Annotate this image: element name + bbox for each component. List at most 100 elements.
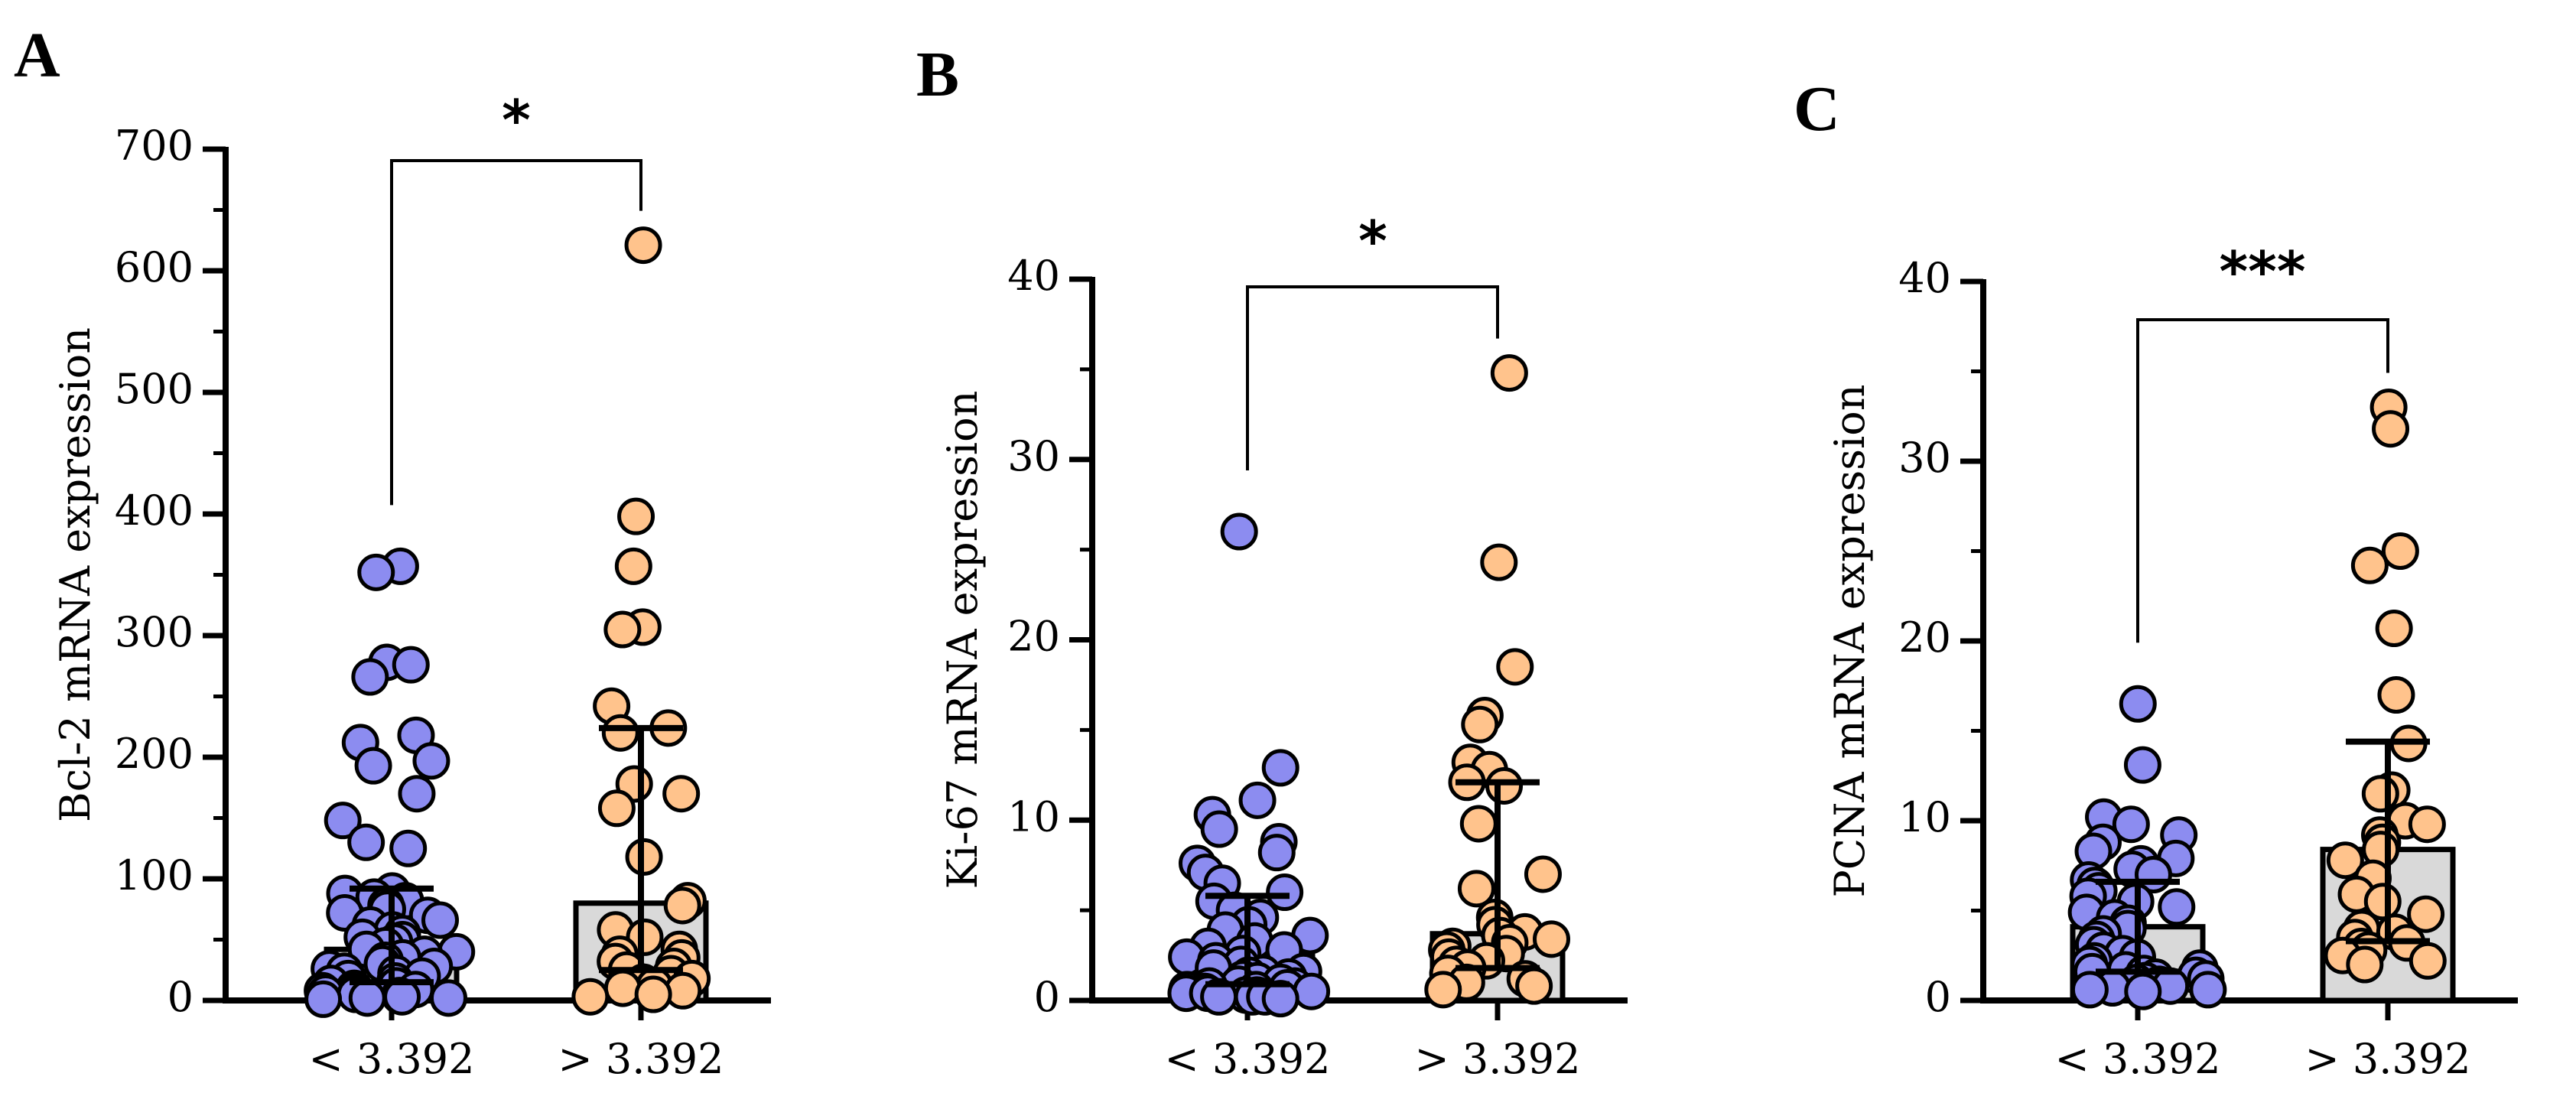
data-point — [429, 979, 467, 1017]
data-point — [614, 547, 652, 585]
data-point — [1515, 967, 1553, 1005]
y-tick-label: 0 — [168, 973, 194, 1021]
data-point — [2375, 610, 2413, 648]
y-tick-label: 20 — [1898, 613, 1951, 662]
chart-panel-a: A Bcl-2 mRNA expression 0 100 200 300 400 500 60… — [14, 20, 771, 1083]
y-tick-label: 100 — [115, 851, 194, 899]
data-point — [2381, 532, 2419, 570]
significance-label: *** — [2220, 239, 2306, 304]
y-tick-label: 30 — [1007, 432, 1060, 480]
data-point — [1220, 512, 1258, 551]
data-point — [1257, 834, 1296, 872]
data-point — [662, 775, 701, 813]
x-category-label: > 3.392 — [558, 1035, 724, 1083]
y-tick-label: 30 — [1898, 434, 1951, 482]
y-tick-label: 10 — [1007, 792, 1060, 841]
panel-letter: C — [1794, 73, 1840, 145]
data-point — [597, 789, 636, 828]
significance-bracket — [390, 159, 642, 506]
y-tick-label: 10 — [1898, 793, 1951, 841]
data-point — [2377, 676, 2415, 714]
y-axis-title: Ki-67 mRNA expression — [938, 391, 987, 890]
data-point — [2408, 805, 2446, 844]
data-point — [392, 646, 430, 684]
data-point — [357, 553, 395, 591]
data-point — [2407, 895, 2445, 933]
y-tick-label: 700 — [115, 122, 194, 170]
significance-label: * — [502, 88, 531, 152]
data-point — [2112, 805, 2150, 844]
data-point — [1424, 971, 1462, 1009]
chart-panel-c: C PCNA mRNA expression 0 10 20 30 40 < 3.392 > 3… — [1794, 73, 2518, 1083]
data-point — [1266, 873, 1304, 912]
x-category-label: < 3.392 — [2054, 1035, 2220, 1083]
data-point — [617, 497, 655, 535]
x-category-label: < 3.392 — [1164, 1035, 1330, 1083]
data-point — [2123, 746, 2161, 784]
y-tick-label: 200 — [115, 730, 194, 778]
data-point — [1261, 749, 1299, 787]
y-axis-title: Bcl-2 mRNA expression — [51, 327, 99, 822]
data-point — [1459, 805, 1498, 843]
y-axis-title: PCNA mRNA expression — [1826, 384, 1874, 897]
data-point — [351, 658, 389, 696]
y-tick-label: 20 — [1007, 613, 1060, 661]
data-point — [354, 747, 392, 785]
data-point — [2070, 971, 2109, 1009]
data-point — [398, 775, 436, 813]
panel-letter: A — [14, 20, 60, 91]
data-point — [1457, 870, 1495, 908]
y-tick-label: 600 — [115, 243, 194, 291]
data-point — [347, 823, 385, 861]
data-point — [1200, 810, 1238, 848]
data-point — [1238, 781, 1277, 819]
data-point — [389, 829, 428, 867]
x-category-label: > 3.392 — [1414, 1035, 1580, 1083]
data-point — [2326, 841, 2364, 880]
data-point — [1524, 855, 1562, 893]
data-point — [1496, 648, 1534, 686]
data-point — [625, 838, 663, 876]
data-point — [412, 742, 450, 780]
y-tick-label: 0 — [1034, 973, 1060, 1021]
data-point — [571, 977, 610, 1016]
data-point — [2350, 546, 2389, 584]
significance-bracket — [2136, 318, 2389, 643]
data-point — [1532, 920, 1570, 958]
data-point — [601, 714, 639, 752]
data-point — [663, 886, 701, 925]
data-point — [2361, 775, 2399, 813]
data-point — [634, 975, 672, 1013]
y-tick-label: 400 — [115, 486, 194, 535]
chart-panel-b: B Ki-67 mRNA expression 0 10 20 30 40 < 3.392 > … — [916, 39, 1628, 1083]
data-point — [2408, 942, 2447, 980]
data-point — [603, 969, 642, 1007]
data-point — [348, 979, 386, 1017]
data-point — [1200, 977, 1238, 1016]
data-point — [1480, 543, 1518, 581]
data-point — [624, 226, 662, 265]
significance-label: * — [1358, 209, 1387, 273]
data-point — [2119, 685, 2157, 723]
y-tick-label: 500 — [115, 365, 194, 413]
data-point — [324, 802, 362, 840]
data-point — [1485, 766, 1524, 805]
data-point — [421, 901, 460, 939]
data-point — [1293, 972, 1331, 1010]
panel-letter: B — [916, 39, 959, 110]
data-point — [1490, 354, 1528, 392]
data-point — [2124, 972, 2162, 1010]
data-point — [2346, 945, 2384, 984]
data-point — [2372, 410, 2410, 448]
x-category-label: > 3.392 — [2304, 1035, 2470, 1083]
x-category-label: < 3.392 — [308, 1035, 474, 1083]
data-point — [1461, 705, 1499, 743]
y-tick-label: 40 — [1007, 252, 1060, 300]
y-tick-label: 40 — [1898, 254, 1951, 302]
y-tick-label: 0 — [1925, 973, 1951, 1021]
significance-bracket — [1246, 285, 1499, 471]
data-point — [304, 980, 343, 1018]
data-point — [2189, 971, 2227, 1009]
data-point — [2158, 888, 2196, 926]
